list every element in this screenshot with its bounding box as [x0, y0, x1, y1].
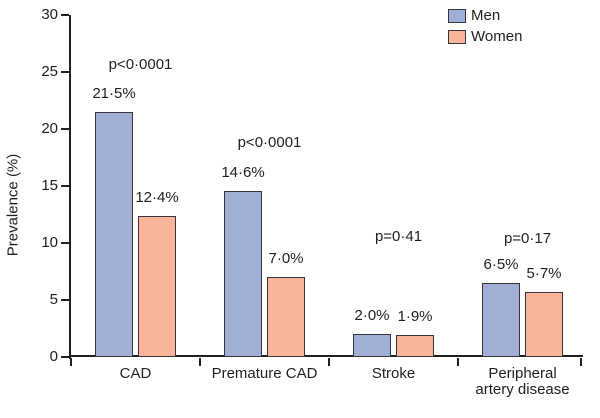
y-tick [61, 299, 69, 301]
legend-label-women: Women [471, 28, 523, 45]
x-tick [580, 358, 582, 366]
y-axis [69, 15, 71, 359]
y-tick-label: 10 [41, 234, 58, 251]
y-tick [61, 185, 69, 187]
x-tick [457, 358, 459, 366]
y-tick [61, 71, 69, 73]
bar-value-label: 6·5% [483, 255, 519, 273]
bar-women-3 [525, 292, 563, 357]
legend-item-men: Men [448, 7, 522, 24]
x-tick [70, 358, 72, 366]
category-label: Premature CAD [211, 365, 318, 382]
category-label: CAD [119, 365, 152, 382]
bar-women-0 [138, 215, 176, 357]
bar-women-2 [396, 335, 434, 357]
x-tick [199, 358, 201, 366]
y-tick-label: 5 [49, 291, 58, 308]
men-color-swatch-icon [448, 9, 466, 23]
p-value-label: p<0·0001 [108, 56, 173, 73]
bar-value-label: 2·0% [354, 307, 390, 325]
y-axis-title: Prevalence (%) [4, 153, 22, 257]
bar-women-1 [267, 277, 305, 357]
y-tick [61, 356, 69, 358]
y-tick-label: 25 [41, 63, 58, 80]
bar-men-2 [353, 334, 391, 357]
y-tick-label: 15 [41, 177, 58, 194]
legend: Men Women [448, 7, 523, 51]
p-value-label: p=0·41 [374, 228, 423, 245]
y-tick [61, 14, 69, 16]
bar-value-label: 7·0% [268, 250, 304, 268]
y-tick-label: 30 [41, 6, 58, 23]
bar-value-label: 12·4% [135, 188, 179, 206]
category-label: Peripheral [488, 365, 557, 382]
bar-value-label: 21·5% [92, 84, 136, 102]
y-tick-label: 0 [49, 348, 58, 365]
category-label: artery disease [475, 381, 570, 398]
bar-men-1 [224, 190, 262, 357]
bar-value-label: 1·9% [397, 308, 433, 326]
p-value-label: p=0·17 [503, 230, 552, 247]
x-tick [328, 358, 330, 366]
x-axis [69, 355, 583, 357]
legend-item-women: Women [448, 28, 523, 45]
legend-label-men: Men [471, 7, 501, 24]
bar-men-3 [482, 282, 520, 357]
bar-value-label: 14·6% [221, 163, 265, 181]
y-tick-label: 20 [41, 120, 58, 137]
bar-men-0 [95, 111, 133, 357]
y-tick [61, 242, 69, 244]
p-value-label: p<0·0001 [237, 134, 302, 151]
bar-value-label: 5·7% [526, 265, 562, 283]
women-color-swatch-icon [448, 30, 466, 44]
y-tick [61, 128, 69, 130]
category-label: Stroke [371, 365, 416, 382]
